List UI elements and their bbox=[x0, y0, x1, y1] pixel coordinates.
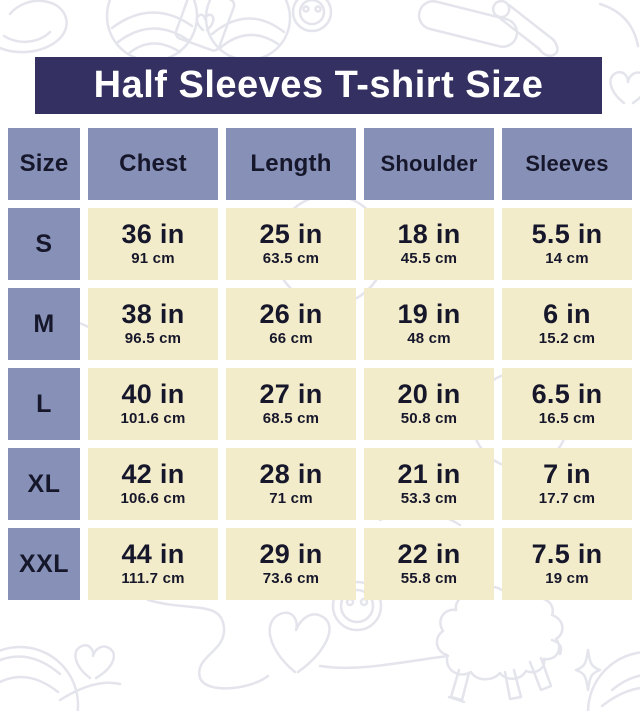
cell-xxl-chest: 44 in 111.7 cm bbox=[88, 528, 218, 600]
value-inches: 21 in bbox=[397, 459, 461, 490]
button-icon bbox=[291, 0, 333, 33]
cell-xl-chest: 42 in 106.6 cm bbox=[88, 448, 218, 520]
value-cm: 91 cm bbox=[131, 250, 175, 268]
cell-m-sleeves: 6 in 15.2 cm bbox=[502, 288, 632, 360]
value-inches: 7 in bbox=[543, 459, 591, 490]
value-cm: 14 cm bbox=[545, 250, 589, 268]
size-table: Size Chest Length Shoulder Sleeves S 36 … bbox=[8, 128, 632, 600]
value-cm: 66 cm bbox=[269, 330, 313, 348]
button-icon bbox=[331, 580, 383, 632]
cell-s-shoulder: 18 in 45.5 cm bbox=[364, 208, 494, 280]
value-inches: 40 in bbox=[121, 379, 185, 410]
yarn-skein-icon bbox=[105, 0, 292, 63]
cell-m-chest: 38 in 96.5 cm bbox=[88, 288, 218, 360]
cell-xxl-length: 29 in 73.6 cm bbox=[226, 528, 356, 600]
column-header-chest: Chest bbox=[88, 128, 218, 200]
row-label-l: L bbox=[8, 368, 80, 440]
value-cm: 101.6 cm bbox=[120, 410, 186, 428]
value-cm: 19 cm bbox=[545, 570, 589, 588]
cell-l-sleeves: 6.5 in 16.5 cm bbox=[502, 368, 632, 440]
column-header-shoulder: Shoulder bbox=[364, 128, 494, 200]
column-header-sleeves: Sleeves bbox=[502, 128, 632, 200]
cell-xl-shoulder: 21 in 53.3 cm bbox=[364, 448, 494, 520]
cell-s-length: 25 in 63.5 cm bbox=[226, 208, 356, 280]
value-cm: 50.8 cm bbox=[400, 410, 458, 428]
value-inches: 44 in bbox=[121, 539, 185, 570]
cell-s-chest: 36 in 91 cm bbox=[88, 208, 218, 280]
value-inches: 7.5 in bbox=[531, 539, 603, 570]
sheep-icon bbox=[435, 585, 564, 704]
cell-l-length: 27 in 68.5 cm bbox=[226, 368, 356, 440]
value-cm: 106.6 cm bbox=[120, 490, 186, 508]
cell-xl-sleeves: 7 in 17.7 cm bbox=[502, 448, 632, 520]
value-inches: 28 in bbox=[259, 459, 323, 490]
value-cm: 17.7 cm bbox=[538, 490, 596, 508]
thread-curve-icon bbox=[598, 2, 640, 48]
value-cm: 71 cm bbox=[269, 490, 313, 508]
cell-xxl-shoulder: 22 in 55.8 cm bbox=[364, 528, 494, 600]
value-cm: 15.2 cm bbox=[538, 330, 596, 348]
row-label-m: M bbox=[8, 288, 80, 360]
sparkle-icon bbox=[574, 648, 602, 692]
value-cm: 53.3 cm bbox=[400, 490, 458, 508]
cell-xxl-sleeves: 7.5 in 19 cm bbox=[502, 528, 632, 600]
value-inches: 6 in bbox=[543, 299, 591, 330]
row-label-xl: XL bbox=[8, 448, 80, 520]
cell-l-shoulder: 20 in 50.8 cm bbox=[364, 368, 494, 440]
knitting-needle-icon bbox=[417, 0, 519, 48]
value-inches: 27 in bbox=[259, 379, 323, 410]
value-cm: 45.5 cm bbox=[400, 250, 458, 268]
value-inches: 19 in bbox=[397, 299, 461, 330]
column-header-size: Size bbox=[8, 128, 80, 200]
value-cm: 96.5 cm bbox=[124, 330, 182, 348]
column-header-length: Length bbox=[226, 128, 356, 200]
value-inches: 26 in bbox=[259, 299, 323, 330]
row-label-s: S bbox=[8, 208, 80, 280]
value-inches: 18 in bbox=[397, 219, 461, 250]
thread-heart-icon bbox=[146, 598, 450, 690]
value-cm: 68.5 cm bbox=[262, 410, 320, 428]
value-cm: 55.8 cm bbox=[400, 570, 458, 588]
cell-l-chest: 40 in 101.6 cm bbox=[88, 368, 218, 440]
cell-xl-length: 28 in 71 cm bbox=[226, 448, 356, 520]
cell-m-length: 26 in 66 cm bbox=[226, 288, 356, 360]
yarn-ball-icon bbox=[586, 651, 640, 711]
value-inches: 5.5 in bbox=[531, 219, 603, 250]
value-inches: 25 in bbox=[259, 219, 323, 250]
value-inches: 22 in bbox=[397, 539, 461, 570]
value-cm: 48 cm bbox=[407, 330, 451, 348]
page-title: Half Sleeves T-shirt Size bbox=[93, 64, 544, 106]
value-inches: 29 in bbox=[259, 539, 323, 570]
value-cm: 16.5 cm bbox=[538, 410, 596, 428]
heart-icon bbox=[609, 71, 640, 105]
cell-m-shoulder: 19 in 48 cm bbox=[364, 288, 494, 360]
value-cm: 73.6 cm bbox=[262, 570, 320, 588]
value-inches: 20 in bbox=[397, 379, 461, 410]
mitten-icon bbox=[0, 0, 68, 54]
safety-pin-icon bbox=[491, 0, 559, 57]
value-inches: 6.5 in bbox=[531, 379, 603, 410]
value-inches: 42 in bbox=[121, 459, 185, 490]
yarn-ball-icon bbox=[0, 645, 122, 711]
row-label-xxl: XXL bbox=[8, 528, 80, 600]
value-inches: 36 in bbox=[121, 219, 185, 250]
title-banner: Half Sleeves T-shirt Size bbox=[35, 57, 602, 114]
value-inches: 38 in bbox=[121, 299, 185, 330]
cell-s-sleeves: 5.5 in 14 cm bbox=[502, 208, 632, 280]
value-cm: 63.5 cm bbox=[262, 250, 320, 268]
value-cm: 111.7 cm bbox=[121, 570, 185, 588]
heart-icon bbox=[74, 644, 116, 680]
